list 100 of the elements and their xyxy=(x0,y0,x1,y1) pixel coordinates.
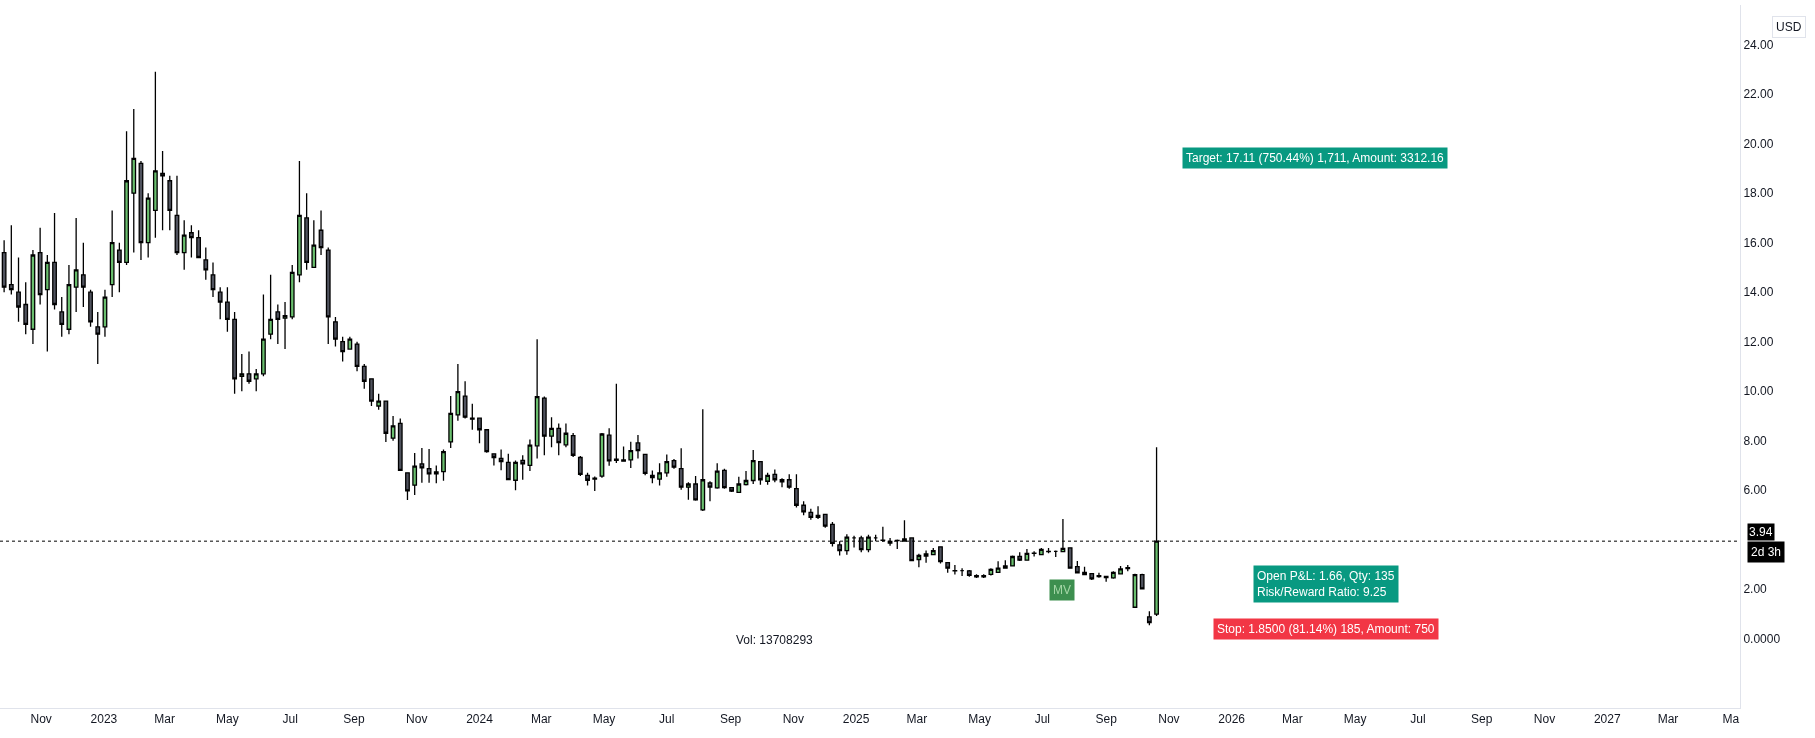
x-tick-label: Mar xyxy=(906,712,928,727)
candlestick xyxy=(491,453,497,467)
candlestick xyxy=(513,459,518,491)
candlestick xyxy=(340,336,346,363)
candlestick xyxy=(549,416,554,448)
candlestick xyxy=(585,472,590,487)
candlestick xyxy=(657,462,662,487)
candlestick xyxy=(304,192,310,271)
candlestick xyxy=(1010,554,1015,567)
candlestick xyxy=(462,380,468,420)
candlestick xyxy=(1074,560,1080,574)
candlestick xyxy=(1038,547,1044,556)
candlestick xyxy=(721,467,727,490)
candlestick xyxy=(1017,551,1023,562)
candlestick xyxy=(23,281,29,335)
candlestick xyxy=(455,363,461,422)
ref-line-label: 3.94 xyxy=(1749,525,1773,539)
candlestick xyxy=(1031,550,1037,558)
x-tick-label: 2026 xyxy=(1218,712,1246,727)
y-tick-label: 16.00 xyxy=(1743,235,1774,250)
candlestick xyxy=(484,429,490,454)
candlestick xyxy=(498,448,504,472)
candlestick xyxy=(1125,564,1131,573)
x-tick-label: Nov xyxy=(782,712,805,727)
candlestick xyxy=(16,256,21,323)
x-tick-label: Mar xyxy=(1657,712,1679,727)
x-tick-label: Jul xyxy=(282,712,298,727)
candlestick xyxy=(102,289,108,338)
candlestick xyxy=(621,445,626,463)
candlestick xyxy=(1146,610,1152,626)
candlestick xyxy=(239,353,245,392)
candlestick xyxy=(390,415,396,442)
candlestick xyxy=(37,227,43,306)
candlestick xyxy=(1139,573,1145,590)
text: 2d 3h xyxy=(1751,545,1782,559)
candlestick xyxy=(275,303,281,345)
candlestick xyxy=(520,454,526,481)
y-tick-label: 8.00 xyxy=(1743,433,1768,448)
x-tick-label: May xyxy=(1343,712,1367,727)
candlestick xyxy=(210,261,216,298)
candlestick xyxy=(916,553,922,568)
candlestick xyxy=(1118,565,1123,575)
candlestick xyxy=(397,417,403,472)
candlestick xyxy=(405,472,410,501)
candlestick xyxy=(750,449,756,485)
candlestick xyxy=(282,301,288,350)
candlestick xyxy=(1089,572,1095,581)
candlestick xyxy=(167,175,173,231)
candlestick xyxy=(779,477,785,488)
candlestick xyxy=(253,368,259,392)
candlestick xyxy=(30,249,36,345)
candlestick xyxy=(729,486,735,493)
candlestick xyxy=(311,219,317,269)
candlestick xyxy=(808,508,814,521)
candlestick xyxy=(966,569,972,578)
candlestick xyxy=(815,505,821,520)
candlestick xyxy=(628,441,634,469)
candlestick xyxy=(246,350,252,385)
candlestick xyxy=(289,264,295,321)
candlestick xyxy=(952,564,958,576)
x-tick-label: May xyxy=(592,712,616,727)
candlestick xyxy=(649,469,655,484)
candlestick xyxy=(412,452,418,496)
candlestick xyxy=(174,175,180,256)
candlestick xyxy=(1067,547,1073,569)
annotation: Vol: 13708293 xyxy=(736,633,814,647)
candlestick xyxy=(109,209,115,298)
x-tick-label: Jul xyxy=(659,712,675,727)
candlestick xyxy=(938,546,943,565)
candlestick xyxy=(325,246,331,345)
y-tick-label: 10.00 xyxy=(1743,384,1774,399)
candlestick xyxy=(66,264,72,335)
candlestick xyxy=(196,229,202,259)
candlestick xyxy=(116,241,122,293)
candlestick xyxy=(563,422,569,448)
candlestick xyxy=(1024,548,1030,561)
candlestick xyxy=(318,209,324,256)
y-tick-label: 6.00 xyxy=(1743,483,1768,498)
annotation: Target: 17.11 (750.44%) 1,711, Amount: 3312.16 xyxy=(1186,151,1445,165)
x-tick-label: Mar xyxy=(1282,712,1303,727)
candlestick xyxy=(95,311,101,365)
candlestick xyxy=(945,562,951,574)
annotation: MV xyxy=(1053,583,1071,597)
candlestick xyxy=(786,473,792,490)
x-tick-label: May xyxy=(216,712,239,727)
candlestick xyxy=(923,549,929,564)
candlestick xyxy=(772,468,778,483)
candlestick xyxy=(1082,566,1087,576)
candlestick xyxy=(527,438,533,472)
candlestick xyxy=(88,289,93,328)
x-tick-label: Ma xyxy=(1722,712,1740,727)
x-tick-label: 2025 xyxy=(842,712,870,727)
candlestick xyxy=(505,453,511,481)
y-tick-label: 20.00 xyxy=(1743,136,1774,151)
candlestick xyxy=(1002,559,1008,569)
candlestick xyxy=(801,500,807,516)
candlestick xyxy=(80,241,86,308)
candlestick xyxy=(1096,572,1102,579)
x-tick-label: May xyxy=(968,712,991,727)
candlestick xyxy=(426,448,432,484)
